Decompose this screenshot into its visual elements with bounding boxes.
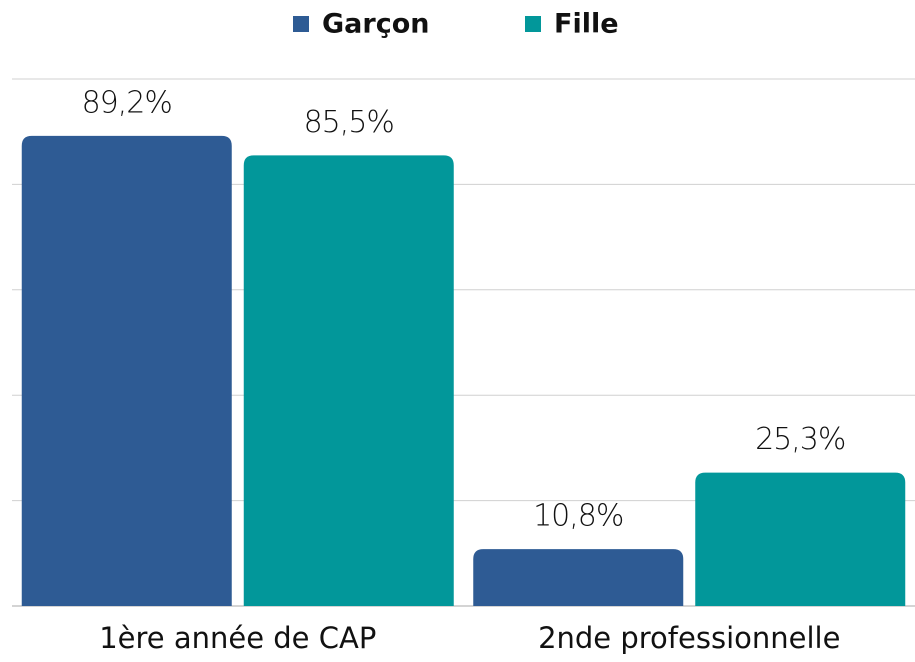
bar — [243, 155, 454, 607]
legend-swatch — [525, 16, 541, 32]
x-tick-label: 1ère année de CAP — [99, 621, 376, 655]
x-tick-label: 2nde professionnelle — [538, 621, 840, 655]
legend-label: Fille — [554, 9, 619, 40]
bar — [695, 472, 906, 606]
value-label: 10,8% — [533, 499, 623, 534]
legend-swatch — [293, 16, 309, 32]
bar — [473, 549, 684, 606]
value-label: 85,5% — [304, 105, 394, 140]
bar — [21, 135, 232, 606]
value-label: 25,3% — [755, 422, 845, 457]
value-label: 89,2% — [82, 85, 172, 120]
legend-label: Garçon — [322, 9, 429, 40]
